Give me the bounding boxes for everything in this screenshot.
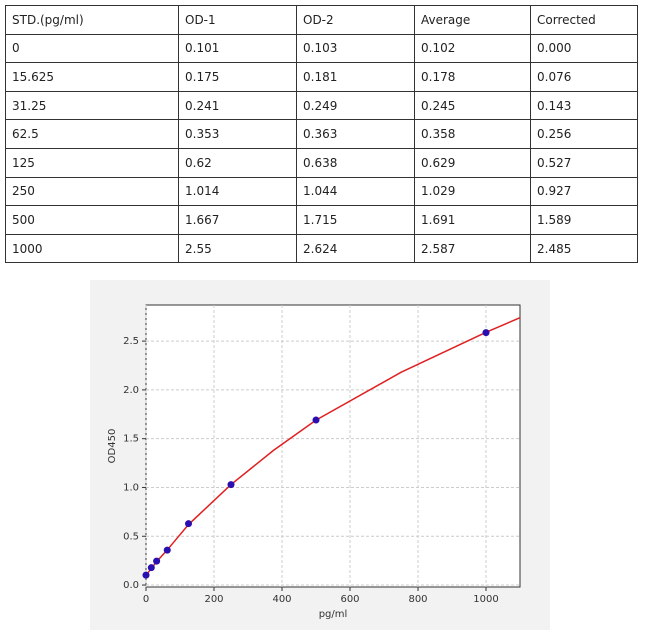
table-cell: 2.55 <box>178 233 297 264</box>
table-cell: 0.927 <box>530 176 638 207</box>
table-cell: 0.62 <box>178 147 297 178</box>
table-cell: 0.101 <box>178 33 297 64</box>
x-axis-label: pg/ml <box>319 609 348 620</box>
y-tick-label: 1.5 <box>123 434 139 445</box>
table-cell: Corrected <box>530 5 638 35</box>
x-tick-label: 600 <box>340 594 359 605</box>
data-point <box>163 546 171 554</box>
table-cell: 0.353 <box>178 119 297 149</box>
x-tick-label: 800 <box>408 594 427 605</box>
data-point <box>227 481 235 489</box>
plot-area <box>145 304 521 588</box>
table-cell: 1000 <box>5 233 179 264</box>
data-point <box>147 564 155 572</box>
standard-table: STD.(pg/ml) OD-1 OD-2 Average Corrected 0 0.10… <box>5 5 638 264</box>
table-row: 1000 2.55 2.624 2.587 2.485 <box>5 233 638 264</box>
table-cell: 0.245 <box>414 90 531 121</box>
table-row: 0 0.101 0.103 0.102 0.000 <box>5 33 638 64</box>
table-cell: OD-1 <box>178 5 297 35</box>
data-point <box>153 557 161 565</box>
y-tick-label: 0.5 <box>123 531 139 542</box>
table-cell: STD.(pg/ml) <box>5 5 179 35</box>
table-cell: 0.249 <box>296 90 415 121</box>
y-axis-label: OD450 <box>107 429 118 464</box>
table-cell: 0.358 <box>414 119 531 149</box>
x-tick-label: 1000 <box>473 594 498 605</box>
table-cell: 1.691 <box>414 205 531 235</box>
data-point <box>482 329 490 337</box>
table-cell: 2.485 <box>530 233 638 264</box>
table-cell: 0.527 <box>530 147 638 178</box>
table-cell: 500 <box>5 205 179 235</box>
y-tick-label: 2.0 <box>123 385 139 396</box>
x-tick-label: 0 <box>143 594 149 605</box>
table-cell: 1.589 <box>530 205 638 235</box>
data-point <box>142 571 150 579</box>
data-point <box>312 416 320 424</box>
table-cell: 0.629 <box>414 147 531 178</box>
y-tick-label: 1.0 <box>123 482 139 493</box>
table-cell: 31.25 <box>5 90 179 121</box>
table-cell: 0.181 <box>296 62 415 92</box>
table-row: 31.25 0.241 0.249 0.245 0.143 <box>5 90 638 121</box>
table-cell: 250 <box>5 176 179 207</box>
x-tick-label: 400 <box>272 594 291 605</box>
y-tick-label: 0.0 <box>123 580 139 591</box>
y-tick-label: 2.5 <box>123 336 139 347</box>
table-cell: Average <box>414 5 531 35</box>
table-row: 500 1.667 1.715 1.691 1.589 <box>5 205 638 235</box>
table-cell: 0.103 <box>296 33 415 64</box>
data-point <box>185 520 192 528</box>
table-cell: 0.178 <box>414 62 531 92</box>
header-row: STD.(pg/ml) OD-1 OD-2 Average Corrected <box>5 5 638 35</box>
x-tick-label: 200 <box>204 594 223 605</box>
table-cell: 2.587 <box>414 233 531 264</box>
